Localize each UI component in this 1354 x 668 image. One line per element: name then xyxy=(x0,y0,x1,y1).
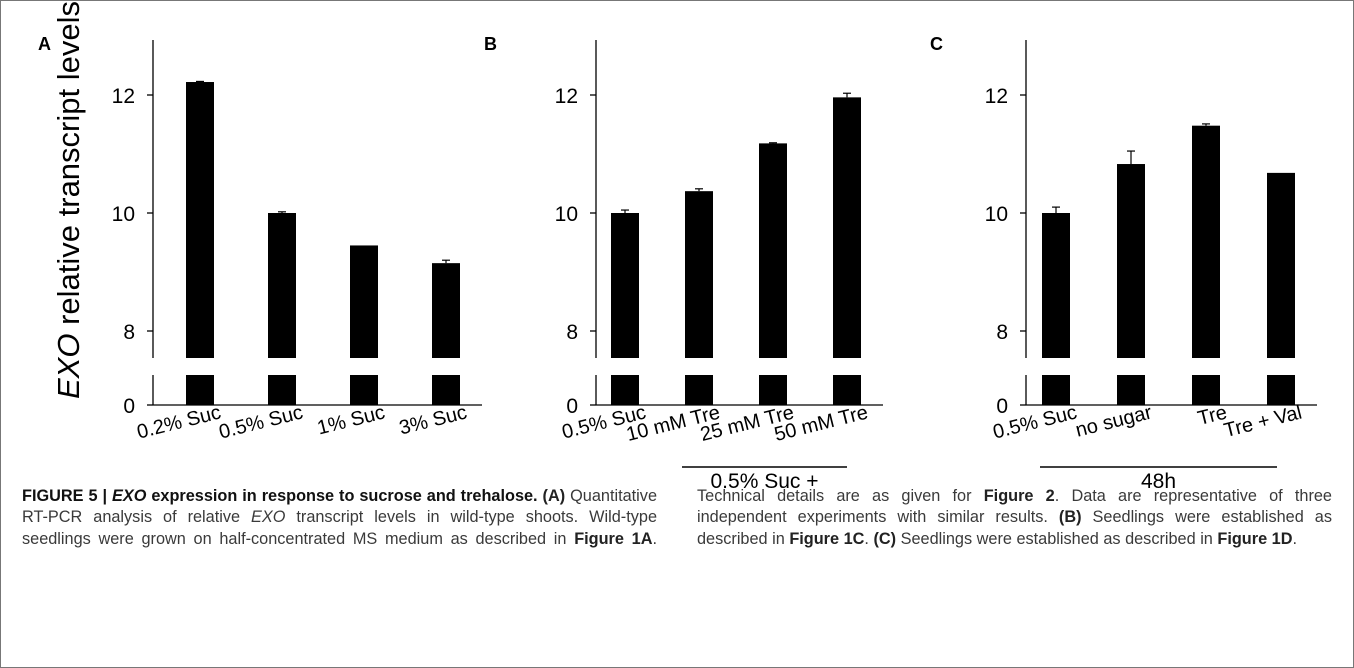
panel-label-c: C xyxy=(930,34,943,54)
category-label: 0.2% Suc xyxy=(135,402,223,444)
y-tick-label: 10 xyxy=(555,203,578,226)
y-tick-label: 10 xyxy=(985,203,1008,226)
bar xyxy=(186,82,214,359)
bar xyxy=(432,263,460,358)
panel-label-b: B xyxy=(484,34,497,54)
caption-a-text4: . Data are representative of three indep… xyxy=(697,487,1332,527)
bar xyxy=(833,97,861,359)
caption-ref-figure-1c[interactable]: Figure 1C xyxy=(789,529,865,548)
bar xyxy=(759,143,787,358)
category-label: Tre + Val xyxy=(1222,402,1304,443)
bar-lower-segment xyxy=(350,375,378,405)
bar-lower-segment xyxy=(1192,375,1220,405)
bar-lower-segment xyxy=(1117,375,1145,405)
caption-b-text: Seedlings were established as described … xyxy=(697,508,1332,548)
category-label: 0.5% Suc xyxy=(217,402,305,444)
group-label-c: 48h xyxy=(1140,470,1177,493)
y-tick-label: 8 xyxy=(566,321,578,344)
bar xyxy=(611,213,639,358)
bar xyxy=(350,245,378,358)
figure-caption: FIGURE 5 | EXO expression in response to… xyxy=(22,486,1332,550)
bar xyxy=(268,213,296,358)
caption-title-gene: EXO xyxy=(112,487,147,505)
caption-c-text2: . xyxy=(1292,529,1298,548)
bar-lower-segment xyxy=(759,375,787,405)
y-tick-label: 0 xyxy=(566,395,578,418)
category-label: 1% Suc xyxy=(315,402,387,440)
caption-figure-label: FIGURE 5 | xyxy=(22,487,108,505)
caption-panel-a-label: (A) xyxy=(542,487,566,505)
caption-ref-figure-1a[interactable]: Figure 1A xyxy=(574,529,653,548)
bar-lower-segment xyxy=(685,375,713,405)
y-tick-label: 0 xyxy=(123,395,135,418)
bar-lower-segment xyxy=(432,375,460,405)
bar xyxy=(1117,164,1145,358)
caption-a-text3: . Technical details are as given for xyxy=(652,487,984,548)
y-tick-label: 8 xyxy=(996,321,1008,344)
bar xyxy=(685,191,713,358)
figure-plots: A 0 8 10 12 0.2% Suc 0.5% Suc 1% Suc 3% Suc B 0 8 10… xyxy=(38,34,1317,468)
y-tick-label: 0 xyxy=(996,395,1008,418)
y-tick-label: 12 xyxy=(555,85,578,108)
caption-text: FIGURE 5 | EXO expression in response to… xyxy=(22,486,1332,550)
group-label-b: 0.5% Suc + xyxy=(710,470,819,493)
y-axis-label-text: relative transcript levels xyxy=(51,1,86,334)
bar xyxy=(1042,213,1070,358)
bar xyxy=(1192,125,1220,359)
y-tick-label: 12 xyxy=(112,85,135,108)
bar-lower-segment xyxy=(1042,375,1070,405)
caption-ref-figure-1d[interactable]: Figure 1D xyxy=(1217,529,1293,548)
caption-panel-c-label: (C) xyxy=(873,529,897,548)
caption-title: expression in response to sucrose and tr… xyxy=(146,487,538,505)
y-tick-label: 12 xyxy=(985,85,1008,108)
bar-lower-segment xyxy=(268,375,296,405)
caption-a-text2: transcript levels in wild-type shoots. W… xyxy=(22,508,657,548)
caption-panel-b-label: (B) xyxy=(1058,508,1082,527)
y-tick-label: 10 xyxy=(112,203,135,226)
category-label: no sugar xyxy=(1073,401,1154,441)
bar-lower-segment xyxy=(611,375,639,405)
caption-ref-figure-2[interactable]: Figure 2 xyxy=(983,487,1055,505)
bar-lower-segment xyxy=(186,375,214,405)
bar xyxy=(1267,172,1295,358)
bar-lower-segment xyxy=(833,375,861,405)
y-axis-label-gene: EXO xyxy=(51,333,86,399)
bar-lower-segment xyxy=(1267,375,1295,405)
caption-c-text: Seedlings were established as described … xyxy=(896,529,1218,548)
panel-label-a: A xyxy=(38,34,51,54)
y-tick-label: 8 xyxy=(123,321,135,344)
caption-a-gene: EXO xyxy=(251,508,286,527)
caption-a-text: Quantitative RT-PCR analysis of relative xyxy=(22,487,657,527)
caption-b-text2: . xyxy=(864,529,874,548)
category-label: 3% Suc xyxy=(397,402,469,440)
